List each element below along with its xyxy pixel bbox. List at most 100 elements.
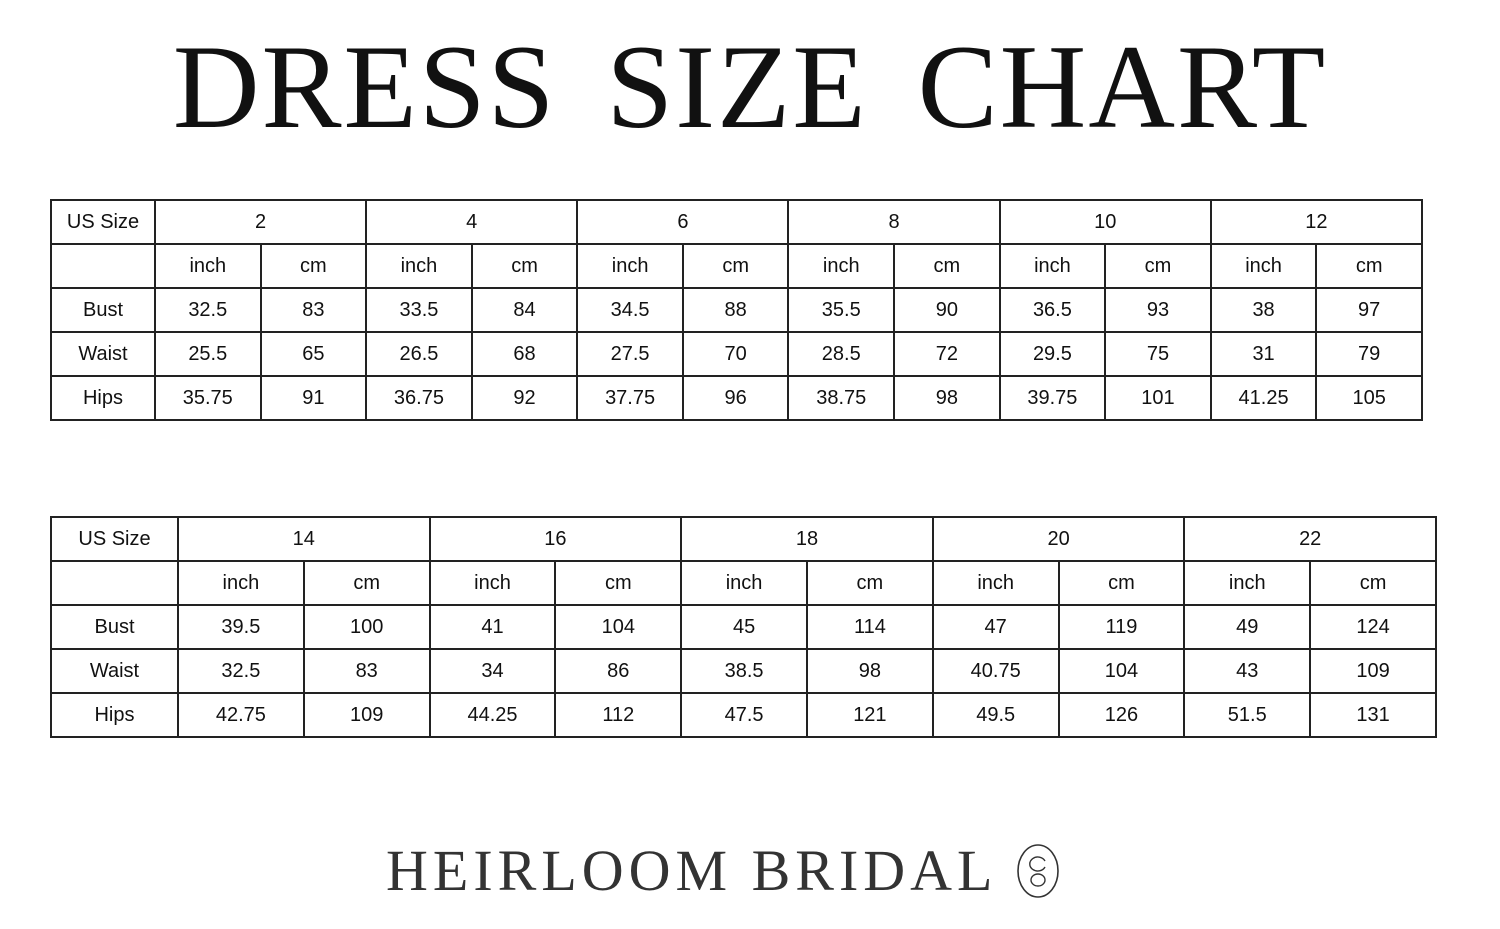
row-label: Bust: [50, 287, 156, 333]
measurement-cell: 47.5: [680, 692, 808, 738]
unit-header-cm: cm: [1315, 243, 1423, 289]
measurement-cell: 28.5: [787, 331, 896, 377]
measurement-cell: 109: [1309, 648, 1437, 694]
unit-header-cm: cm: [1057, 560, 1186, 606]
unit-header-inch: inch: [1183, 560, 1312, 606]
measurement-cell: 114: [805, 604, 934, 650]
measurement-cell: 34.5: [576, 287, 684, 333]
row-label: Waist: [50, 648, 179, 694]
measurement-cell: 86: [554, 648, 683, 694]
unit-header-cm: cm: [470, 243, 579, 289]
page-title: DRESS SIZE CHART: [172, 20, 1328, 153]
size-header-8: 8: [787, 199, 1001, 245]
measurement-cell: 25.5: [154, 331, 262, 377]
measurement-cell: 51.5: [1183, 692, 1312, 738]
unit-header-inch: inch: [1209, 243, 1318, 289]
measurement-cell: 97: [1315, 287, 1423, 333]
unit-header-cm: cm: [1309, 560, 1437, 606]
unit-header-inch: inch: [365, 243, 473, 289]
measurement-cell: 121: [805, 692, 934, 738]
measurement-cell: 88: [681, 287, 790, 333]
measurement-cell: 41.25: [1209, 375, 1318, 421]
measurement-cell: 39.5: [177, 604, 305, 650]
measurement-cell: 105: [1315, 375, 1423, 421]
measurement-cell: 75: [1104, 331, 1212, 377]
table-row-hips: Hips 42.75 109 44.25 112 47.5 121 49.5 126 51.5 13…: [50, 692, 1437, 738]
measurement-cell: 90: [893, 287, 1001, 333]
measurement-cell: 34: [428, 648, 557, 694]
unit-header-cm: cm: [554, 560, 683, 606]
row-label: Hips: [50, 692, 179, 738]
measurement-cell: 35.5: [787, 287, 896, 333]
unit-header-cm: cm: [1104, 243, 1212, 289]
measurement-cell: 93: [1104, 287, 1212, 333]
unit-header-inch: inch: [787, 243, 896, 289]
unit-header-cm: cm: [893, 243, 1001, 289]
row-label: Waist: [50, 331, 156, 377]
size-header-10: 10: [998, 199, 1212, 245]
brand-name: HEIRLOOM BRIDAL: [386, 838, 998, 903]
measurement-cell: 33.5: [365, 287, 473, 333]
measurement-cell: 98: [893, 375, 1001, 421]
measurement-cell: 101: [1104, 375, 1212, 421]
measurement-cell: 40.75: [931, 648, 1060, 694]
measurement-cell: 119: [1057, 604, 1186, 650]
measurement-cell: 84: [470, 287, 579, 333]
measurement-cell: 26.5: [365, 331, 473, 377]
measurement-cell: 27.5: [576, 331, 684, 377]
measurement-cell: 36.75: [365, 375, 473, 421]
measurement-cell: 131: [1309, 692, 1437, 738]
row-label: Bust: [50, 604, 179, 650]
measurement-cell: 98: [805, 648, 934, 694]
measurement-cell: 109: [302, 692, 431, 738]
unit-header-inch: inch: [154, 243, 262, 289]
us-size-label: US Size: [50, 516, 179, 562]
measurement-cell: 126: [1057, 692, 1186, 738]
table-row-bust: Bust 39.5 100 41 104 45 114 47 119 49 124: [50, 604, 1437, 650]
measurement-cell: 36.5: [998, 287, 1107, 333]
table-row-hips: Hips 35.75 91 36.75 92 37.75 96 38.75 98 39.75 101…: [50, 375, 1423, 421]
measurement-cell: 47: [931, 604, 1060, 650]
size-header-row: US Size 2 4 6 8 10 12: [50, 199, 1424, 245]
measurement-cell: 38: [1209, 287, 1318, 333]
measurement-cell: 96: [681, 375, 790, 421]
unit-header-inch: inch: [931, 560, 1060, 606]
unit-header-inch: inch: [998, 243, 1107, 289]
unit-header-inch: inch: [680, 560, 808, 606]
unit-header-cm: cm: [259, 243, 368, 289]
size-header-22: 22: [1183, 516, 1437, 562]
table-row-waist: Waist 32.5 83 34 86 38.5 98 40.75 104 43 109: [50, 648, 1437, 694]
measurement-cell: 38.5: [680, 648, 808, 694]
size-header-16: 16: [428, 516, 683, 562]
table-row-waist: Waist 25.5 65 26.5 68 27.5 70 28.5 72 29.5 75 31 79: [50, 331, 1423, 377]
size-header-row: US Size 14 16 18 20 22: [50, 516, 1437, 562]
measurement-cell: 65: [259, 331, 368, 377]
unit-header-cm: cm: [681, 243, 790, 289]
measurement-cell: 37.75: [576, 375, 684, 421]
measurement-cell: 70: [681, 331, 790, 377]
unit-header-cm: cm: [805, 560, 934, 606]
measurement-cell: 49: [1183, 604, 1312, 650]
measurement-cell: 49.5: [931, 692, 1060, 738]
unit-header-inch: inch: [428, 560, 557, 606]
measurement-cell: 42.75: [177, 692, 305, 738]
unit-header-cm: cm: [302, 560, 431, 606]
table-row-bust: Bust 32.5 83 33.5 84 34.5 88 35.5 90 36.5 93 38 97: [50, 287, 1423, 333]
measurement-cell: 72: [893, 331, 1001, 377]
measurement-cell: 31: [1209, 331, 1318, 377]
brand-monogram-icon: [1017, 844, 1060, 898]
measurement-cell: 79: [1315, 331, 1423, 377]
size-header-14: 14: [177, 516, 431, 562]
size-table-1: US Size 2 4 6 8 10 12 inch cm inch cm inch cm inch cm i…: [50, 199, 1424, 421]
measurement-cell: 39.75: [998, 375, 1107, 421]
measurement-cell: 68: [470, 331, 579, 377]
brand-logo: HEIRLOOM BRIDAL: [386, 838, 1061, 904]
size-table-2: US Size 14 16 18 20 22 inch cm inch cm inch cm inch c…: [50, 516, 1437, 738]
measurement-cell: 83: [302, 648, 431, 694]
empty-cell: [50, 243, 156, 289]
measurement-cell: 32.5: [177, 648, 305, 694]
measurement-cell: 83: [259, 287, 368, 333]
empty-cell: [50, 560, 179, 606]
us-size-label: US Size: [50, 199, 156, 245]
measurement-cell: 29.5: [998, 331, 1107, 377]
